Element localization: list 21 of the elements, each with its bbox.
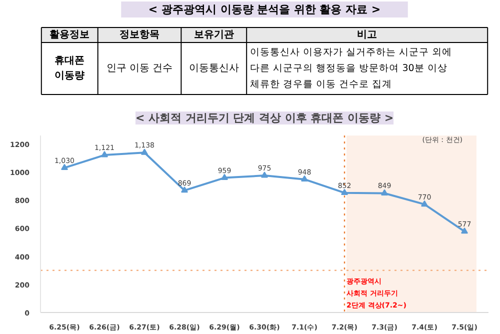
text: < 광주광역시 이동량 분석을 위한 활용 자료 > — [148, 3, 381, 16]
point — [221, 174, 228, 180]
point — [381, 189, 388, 196]
point — [421, 200, 428, 207]
text: 이동통신사 — [188, 63, 239, 74]
point — [261, 172, 268, 178]
text: 이동통신사 이용자가 실거주하는 시군구 외에 다른 시군구의 행정동을 방문하여 30분 이상 체류한 경우를 이동 건수로 집계 — [250, 47, 452, 90]
point — [61, 164, 68, 170]
text: 활용정보 — [50, 30, 90, 40]
point — [461, 227, 468, 234]
point — [141, 148, 148, 155]
point — [101, 151, 108, 158]
text: 정보항목 — [120, 30, 160, 40]
text: 휴대폰 이동량 — [54, 55, 85, 82]
text: 비고 — [357, 30, 378, 40]
chart-title: < 사회적 거리두기 단계 격상 이후 휴대폰 이동량 > — [135, 112, 394, 124]
point — [181, 186, 188, 193]
text: 보유기관 — [194, 30, 234, 40]
point — [341, 188, 348, 196]
point — [301, 175, 308, 182]
text: 인구 이동 건수 — [106, 63, 173, 74]
